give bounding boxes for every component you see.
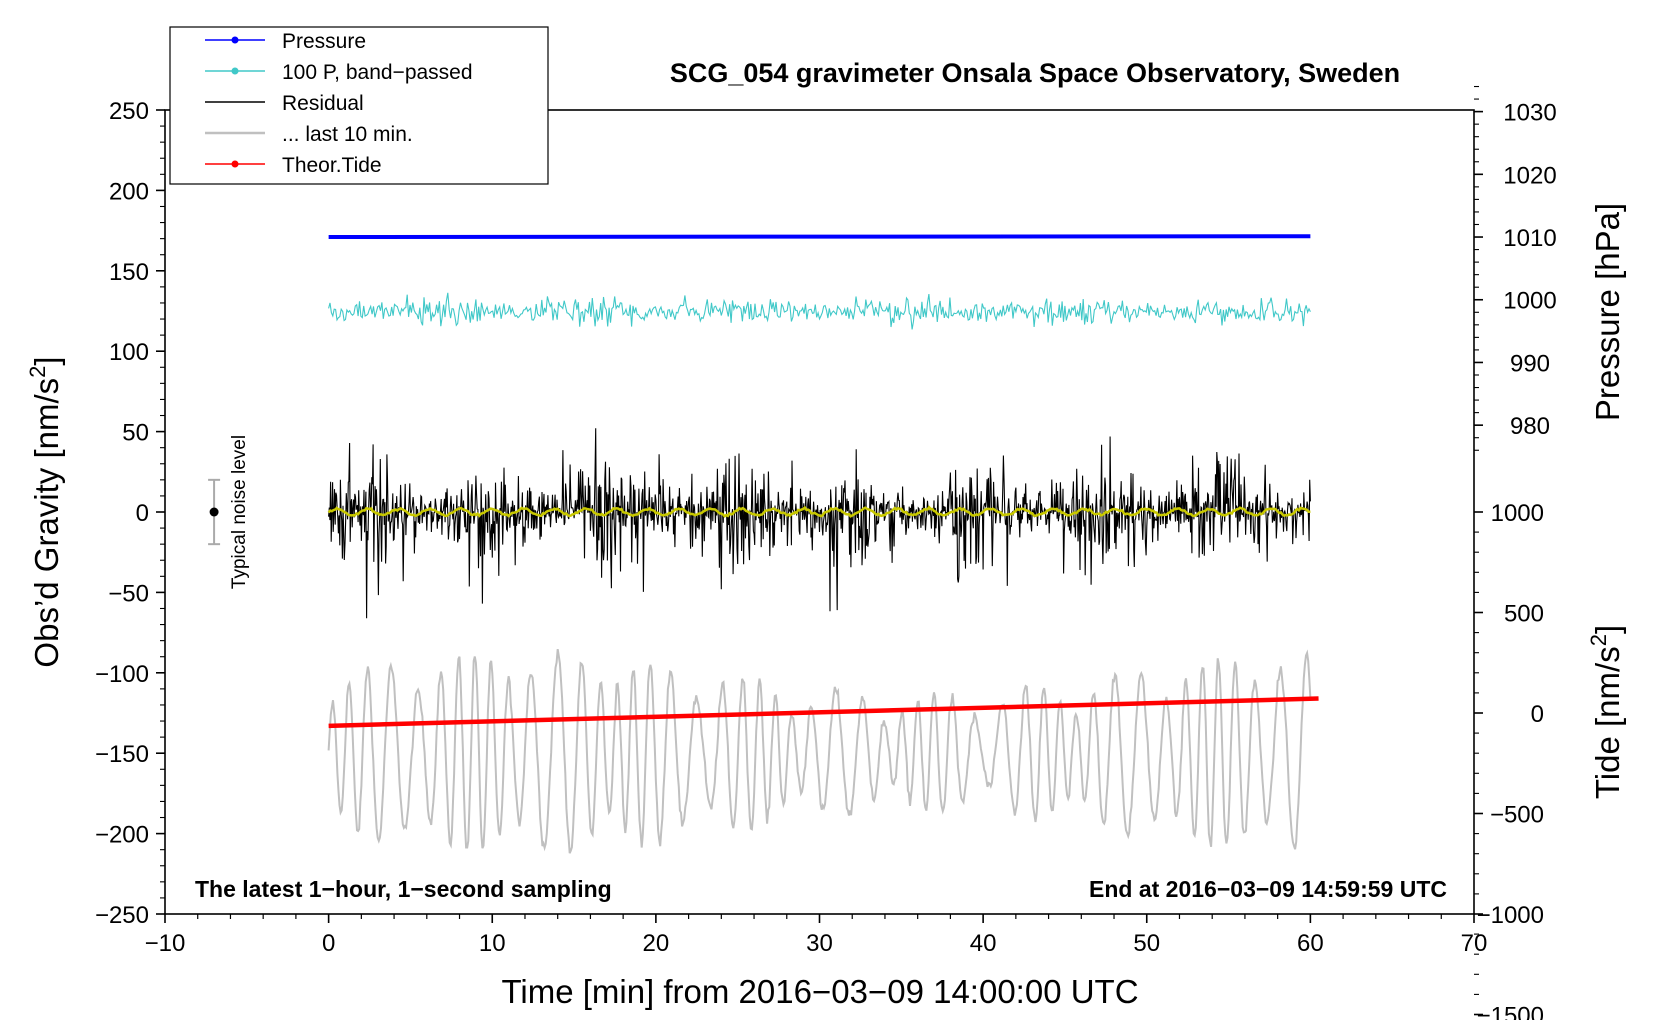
- tide-tick-label: −1500: [1477, 1003, 1544, 1021]
- pressure-tick-label: 980: [1510, 413, 1550, 440]
- y-tick-label: −150: [95, 741, 149, 768]
- series-smoothed-residual: [327, 505, 1311, 518]
- pressure-tick-label: 1020: [1503, 162, 1556, 189]
- legend-label-3: ... last 10 min.: [282, 123, 413, 146]
- series-last-10-min: [327, 648, 1312, 854]
- tide-tick-label: 500: [1504, 601, 1544, 628]
- x-tick-label: 50: [1133, 930, 1160, 957]
- y-axis-label: Obs’d Gravity [nm/s2]: [25, 356, 65, 667]
- pressure-tick-label: 1010: [1503, 225, 1556, 252]
- x-tick-label: −10: [145, 930, 186, 957]
- noise-level-marker: Typical noise level: [208, 435, 250, 589]
- series-pressure: [328, 234, 1311, 240]
- legend: Pressure 100 P, band−passed Residual ... la…: [169, 26, 549, 185]
- x-tick-label: 30: [806, 930, 833, 957]
- y-tick-label: −100: [95, 661, 149, 688]
- y-tick-label: −250: [95, 902, 149, 929]
- annotation-right: End at 2016−03−09 14:59:59 UTC: [1089, 876, 1447, 902]
- tide-tick-label: −500: [1490, 802, 1544, 829]
- legend-label-2: Residual: [282, 92, 364, 115]
- y-tick-label: 200: [109, 178, 149, 205]
- tide-tick-label: 0: [1531, 701, 1544, 728]
- x-tick-label: 20: [643, 930, 670, 957]
- y-tick-label: −50: [108, 580, 149, 607]
- legend-marker-4: [231, 160, 239, 168]
- noise-level-dot: [209, 507, 219, 517]
- x-tick-label: 10: [479, 930, 506, 957]
- x-tick-label: 0: [322, 930, 335, 957]
- y-tick-label: 150: [109, 259, 149, 286]
- legend-label-4: Theor.Tide: [282, 154, 382, 177]
- axes-layer: −10 0 10 20 30 40 50 60 70−250−200−150−100−50050…: [95, 85, 1557, 1025]
- series-band-passed: [328, 292, 1311, 330]
- y-tick-label: 250: [109, 98, 149, 125]
- x-tick-label: 60: [1297, 930, 1324, 957]
- annotation-left: The latest 1−hour, 1−second sampling: [195, 876, 612, 902]
- series-residual: [328, 428, 1311, 619]
- y-tick-label: 100: [109, 339, 149, 366]
- legend-marker-0: [231, 36, 239, 44]
- tide-axis-label: Tide [nm/s2]: [1586, 625, 1626, 799]
- legend-label-1: 100 P, band−passed: [282, 61, 473, 84]
- tide-tick-label: −1000: [1477, 902, 1544, 929]
- legend-box: [169, 26, 549, 185]
- pressure-tick-label: 1000: [1503, 288, 1556, 315]
- pressure-tick-label: 1030: [1503, 100, 1556, 127]
- y-tick-label: 50: [122, 420, 149, 447]
- series-theor-tide: [328, 696, 1319, 729]
- tide-tick-label: 1000: [1491, 500, 1544, 527]
- y-tick-label: 0: [136, 500, 149, 527]
- noise-level-label: Typical noise level: [229, 435, 250, 589]
- series-layer: [327, 234, 1319, 854]
- pressure-axis-label: Pressure [hPa]: [1589, 203, 1626, 421]
- x-tick-label: 40: [970, 930, 997, 957]
- x-axis-label: Time [min] from 2016−03−09 14:00:00 UTC: [501, 973, 1138, 1010]
- chart-title: SCG_054 gravimeter Onsala Space Observat…: [670, 58, 1400, 88]
- pressure-tick-label: 990: [1510, 350, 1550, 377]
- legend-marker-1: [231, 67, 239, 75]
- y-tick-label: −200: [95, 822, 149, 849]
- legend-label-0: Pressure: [282, 30, 366, 53]
